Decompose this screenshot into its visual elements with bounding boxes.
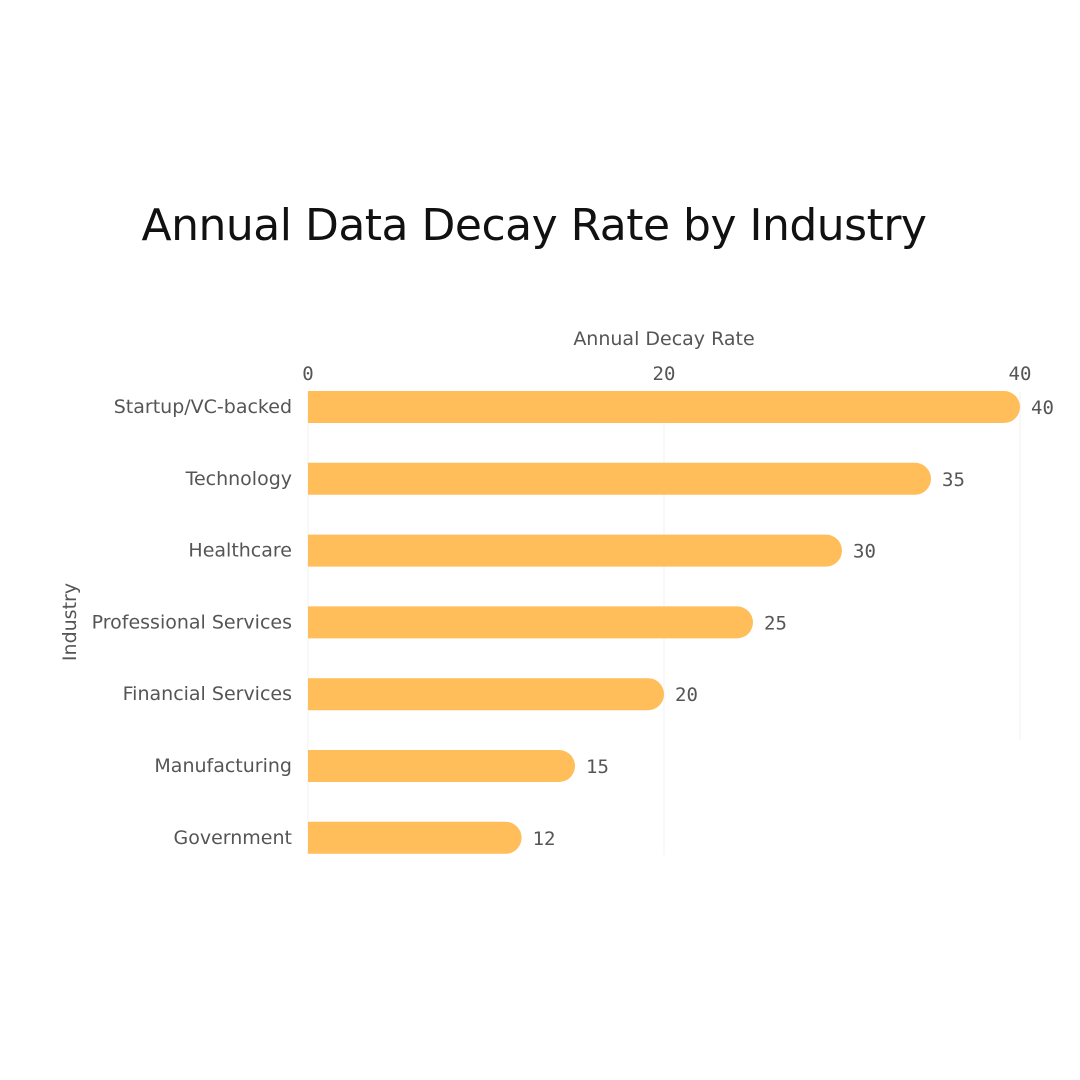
value-label: 40	[1031, 397, 1054, 419]
value-label: 35	[942, 469, 965, 491]
category-label: Manufacturing	[154, 755, 292, 777]
x-tick-label: 0	[302, 363, 313, 385]
x-tick-label: 40	[1009, 363, 1032, 385]
chart-title: Annual Data Decay Rate by Industry	[141, 200, 927, 251]
category-label: Government	[174, 827, 293, 849]
category-label: Healthcare	[188, 540, 292, 562]
bar	[308, 606, 753, 639]
bar	[308, 750, 575, 782]
bars-layer	[308, 391, 1020, 854]
category-label: Technology	[185, 468, 292, 490]
category-label: Professional Services	[92, 611, 292, 633]
value-label: 12	[533, 828, 556, 850]
x-axis-title: Annual Decay Rate	[573, 328, 754, 350]
bar	[308, 821, 522, 854]
value-label: 30	[853, 541, 876, 563]
bar	[308, 391, 1020, 423]
x-tick-label: 20	[653, 363, 676, 385]
bar	[308, 678, 664, 711]
category-label: Financial Services	[123, 683, 292, 705]
value-label: 15	[586, 756, 609, 778]
value-label: 20	[675, 684, 698, 706]
category-label: Startup/VC-backed	[114, 396, 292, 418]
bar	[308, 462, 931, 495]
y-axis-title: Industry	[59, 583, 81, 661]
labels-layer: 0 20 40 Startup/VC-backed 40 Technology 35 Heal…	[92, 363, 1054, 850]
value-label: 25	[764, 612, 787, 634]
bar	[308, 534, 842, 567]
